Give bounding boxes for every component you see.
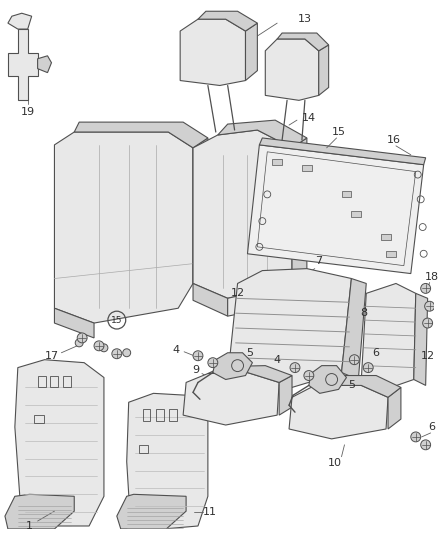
Text: 13: 13: [298, 14, 312, 24]
Text: 6: 6: [428, 422, 435, 432]
Polygon shape: [74, 122, 208, 148]
Polygon shape: [54, 308, 94, 338]
Polygon shape: [38, 56, 52, 72]
Text: 16: 16: [387, 135, 401, 145]
Polygon shape: [218, 120, 307, 148]
Bar: [138, 445, 148, 453]
Text: 8: 8: [361, 308, 368, 318]
Polygon shape: [414, 293, 427, 385]
Bar: [38, 376, 46, 387]
Text: 4: 4: [274, 354, 281, 365]
Bar: [272, 159, 282, 165]
Bar: [34, 415, 43, 423]
Text: 17: 17: [44, 351, 59, 361]
Text: 7: 7: [315, 256, 322, 265]
Text: 12: 12: [230, 288, 245, 298]
Polygon shape: [54, 132, 193, 323]
Bar: [386, 251, 396, 257]
Circle shape: [350, 355, 359, 365]
Bar: [169, 409, 177, 421]
Circle shape: [123, 349, 131, 357]
Text: 11: 11: [203, 507, 217, 517]
Polygon shape: [127, 393, 208, 529]
Circle shape: [100, 344, 108, 352]
Text: 5: 5: [348, 381, 355, 391]
Circle shape: [421, 440, 431, 450]
Polygon shape: [265, 39, 319, 100]
Polygon shape: [259, 138, 426, 165]
Bar: [302, 165, 312, 171]
Polygon shape: [213, 353, 252, 379]
Polygon shape: [247, 145, 424, 273]
Polygon shape: [193, 130, 292, 298]
Circle shape: [77, 333, 87, 343]
Polygon shape: [208, 366, 292, 383]
Circle shape: [75, 339, 83, 347]
Polygon shape: [292, 138, 307, 284]
Circle shape: [423, 318, 433, 328]
Polygon shape: [8, 29, 38, 100]
Polygon shape: [309, 366, 346, 393]
Circle shape: [94, 341, 104, 351]
Bar: [50, 376, 58, 387]
Bar: [381, 234, 391, 240]
Circle shape: [193, 351, 203, 361]
Bar: [156, 409, 164, 421]
Text: 10: 10: [328, 458, 342, 467]
Circle shape: [421, 284, 431, 293]
Bar: [342, 191, 351, 197]
Polygon shape: [245, 23, 258, 80]
Polygon shape: [198, 11, 258, 31]
Polygon shape: [289, 385, 388, 439]
Circle shape: [425, 301, 434, 311]
Polygon shape: [315, 376, 401, 397]
Polygon shape: [361, 284, 416, 387]
Polygon shape: [8, 13, 32, 29]
Text: 4: 4: [173, 345, 180, 355]
Text: 12: 12: [420, 351, 434, 361]
Circle shape: [411, 432, 421, 442]
Polygon shape: [117, 494, 186, 529]
Text: 18: 18: [424, 271, 438, 281]
Polygon shape: [15, 360, 104, 526]
Circle shape: [112, 349, 122, 359]
Text: 5: 5: [246, 348, 253, 358]
Circle shape: [208, 358, 218, 368]
Bar: [351, 211, 361, 217]
Bar: [142, 409, 151, 421]
Polygon shape: [193, 284, 228, 316]
Polygon shape: [5, 494, 74, 529]
Text: 19: 19: [21, 107, 35, 117]
Polygon shape: [183, 373, 279, 425]
Circle shape: [304, 370, 314, 381]
Text: 9: 9: [192, 365, 200, 375]
Polygon shape: [279, 376, 292, 415]
Polygon shape: [180, 19, 245, 85]
Text: 15: 15: [111, 316, 123, 325]
Polygon shape: [228, 269, 351, 387]
Polygon shape: [388, 387, 401, 429]
Text: 15: 15: [332, 127, 346, 137]
Text: 1: 1: [26, 521, 33, 531]
Polygon shape: [319, 45, 328, 95]
Polygon shape: [228, 284, 292, 316]
Polygon shape: [342, 279, 366, 379]
Circle shape: [363, 362, 373, 373]
Polygon shape: [193, 138, 208, 284]
Text: 6: 6: [373, 348, 380, 358]
Circle shape: [290, 362, 300, 373]
Text: 14: 14: [302, 113, 316, 123]
Bar: [64, 376, 71, 387]
Polygon shape: [277, 33, 328, 51]
